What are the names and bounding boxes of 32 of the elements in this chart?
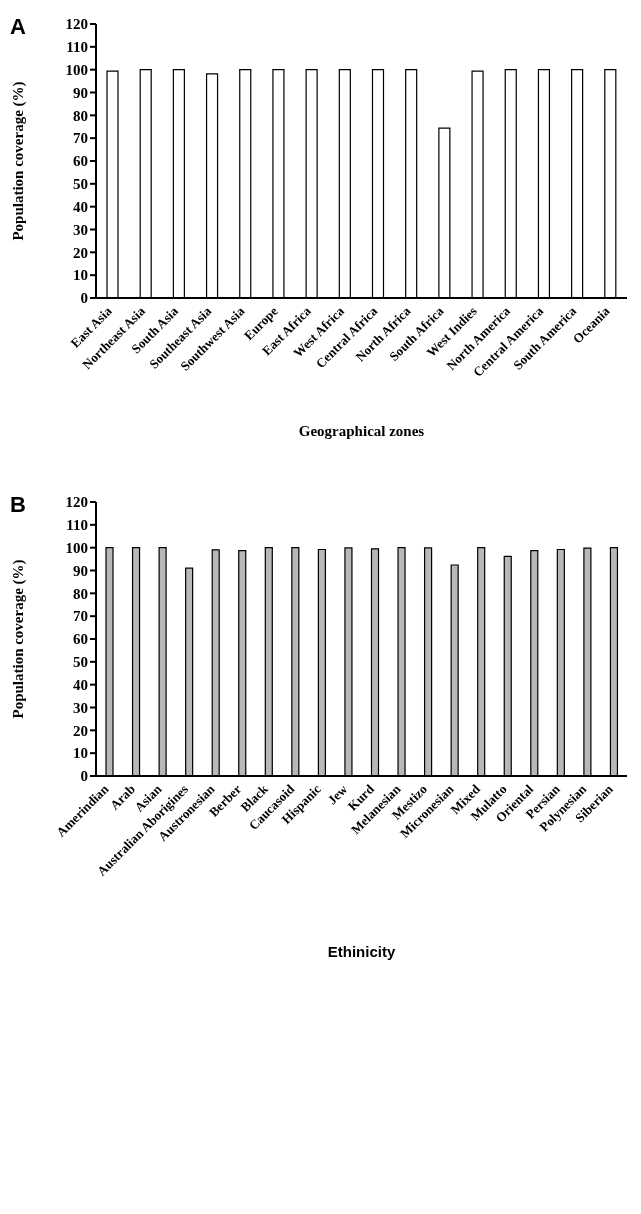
y-tick-label: 0: [80, 290, 88, 307]
y-tick-label: 50: [73, 176, 88, 193]
y-axis-title: Population coverage (%): [10, 559, 28, 719]
text: B: [10, 492, 26, 518]
y-tick-label: 100: [65, 61, 88, 78]
y-tick-label: 70: [73, 130, 88, 147]
y-tick-label: 90: [73, 84, 88, 101]
y-tick-label: 20: [73, 244, 88, 261]
y-tick-label: 60: [73, 153, 88, 170]
y-tick-label: 10: [73, 267, 88, 284]
y-tick-label: 110: [66, 517, 89, 534]
y-tick-label: 110: [66, 39, 88, 56]
y-tick-label: 80: [73, 585, 89, 602]
y-tick-label: 50: [73, 654, 89, 671]
y-tick-label: 120: [65, 16, 88, 33]
text: A: [10, 14, 26, 40]
y-tick-label: 20: [73, 722, 89, 739]
y-tick-label: 80: [73, 107, 88, 124]
x-axis-title: Ethinicity: [327, 943, 396, 961]
y-tick-label: 120: [65, 494, 89, 511]
y-tick-label: 30: [73, 699, 89, 716]
y-tick-label: 0: [80, 768, 89, 785]
y-tick-label: 90: [73, 562, 89, 579]
y-tick-label: 60: [73, 631, 89, 648]
y-tick-label: 40: [73, 676, 89, 693]
y-axis-title: Population coverage (%): [10, 81, 28, 241]
y-tick-label: 40: [73, 198, 88, 215]
y-tick-label: 70: [73, 608, 89, 625]
x-axis-title: Geographical zones: [298, 423, 425, 439]
y-tick-label: 30: [73, 221, 88, 238]
y-tick-label: 100: [65, 539, 89, 556]
y-tick-label: 10: [73, 745, 89, 762]
